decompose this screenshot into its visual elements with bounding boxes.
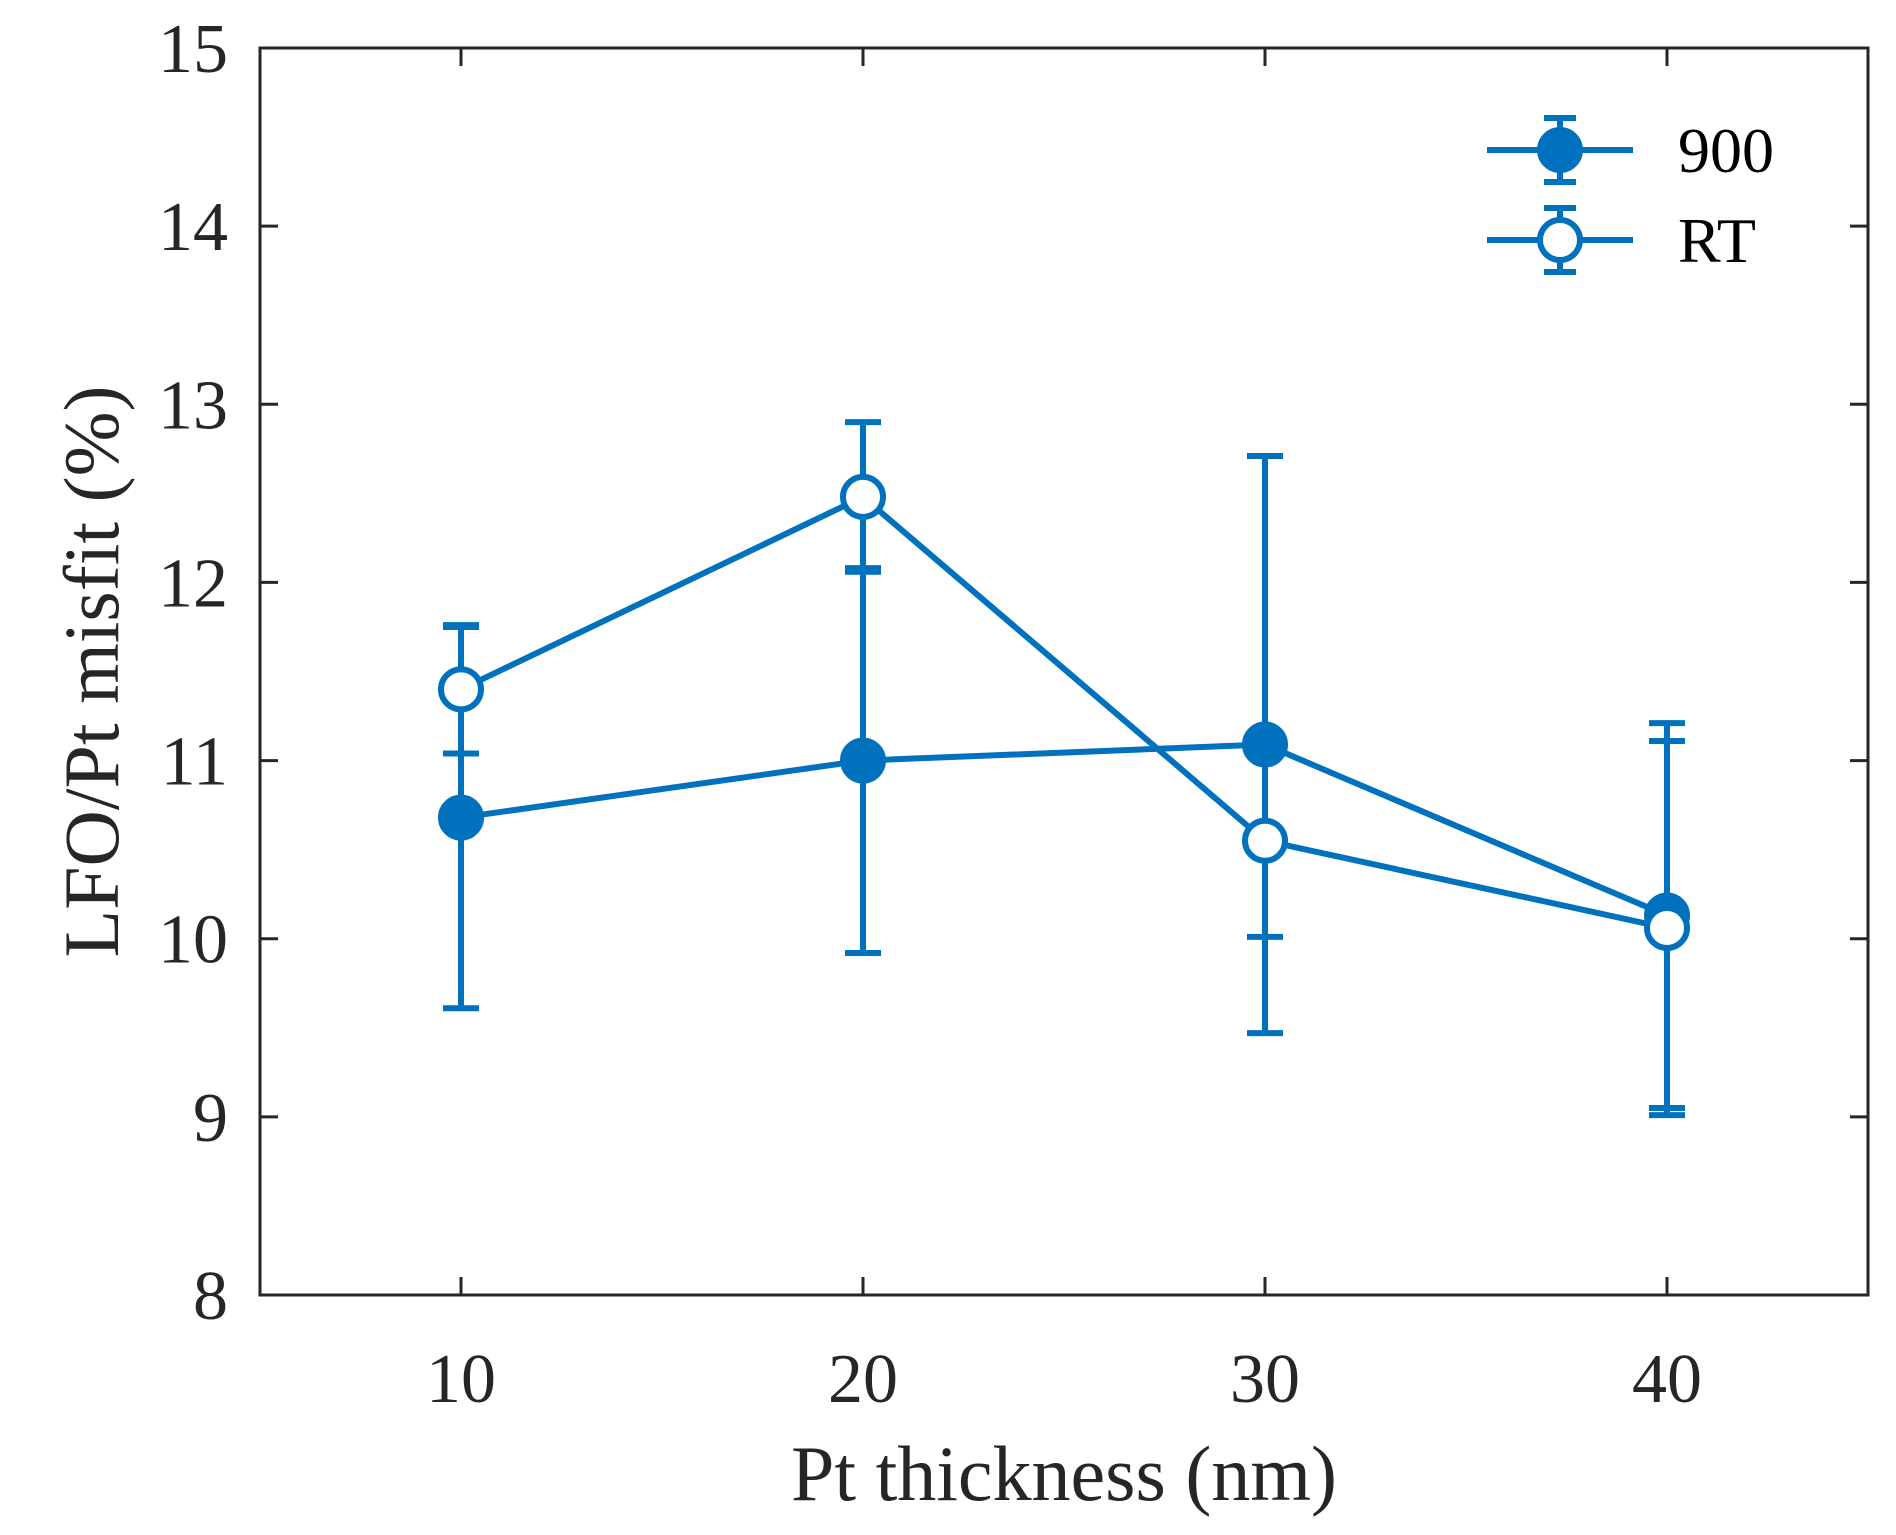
legend-marker-900 <box>1537 127 1583 173</box>
y-tick-label-12: 12 <box>158 545 228 622</box>
data-point-900-20 <box>840 737 886 784</box>
data-point-RT-30 <box>1242 817 1288 864</box>
y-tick-label-13: 13 <box>158 367 228 444</box>
tick-labels: 10 20 30 40 8 9 10 11 12 13 14 15 <box>158 11 1702 1418</box>
plot-frame <box>258 46 1870 1297</box>
y-tick-label-11: 11 <box>161 724 228 801</box>
legend-marker-RT <box>1537 217 1583 263</box>
series-RT <box>438 419 1690 1119</box>
y-tick-label-10: 10 <box>158 902 228 979</box>
y-tick-label-14: 14 <box>158 189 228 266</box>
legend-label-RT: RT <box>1678 205 1756 276</box>
y-tick-label-9: 9 <box>193 1080 228 1157</box>
data-point-900-10 <box>438 794 484 841</box>
x-tick-label-10: 10 <box>426 1341 496 1418</box>
y-tick-label-15: 15 <box>158 11 228 88</box>
legend-entry-900: 900 <box>1487 115 1774 186</box>
x-tick-label-40: 40 <box>1632 1341 1702 1418</box>
data-point-RT-10 <box>438 666 484 713</box>
legend-entry-RT: RT <box>1487 205 1756 276</box>
x-axis-title: Pt thickness (nm) <box>791 1430 1337 1517</box>
data-point-RT-40 <box>1644 905 1690 952</box>
x-tick-label-20: 20 <box>828 1341 898 1418</box>
x-tick-label-30: 30 <box>1230 1341 1300 1418</box>
series-layer <box>438 419 1690 1119</box>
series-line-RT <box>459 493 1668 931</box>
legend: 900 RT <box>1487 115 1774 276</box>
y-tick-label-8: 8 <box>193 1258 228 1335</box>
data-point-RT-20 <box>840 473 886 520</box>
series-line-900 <box>460 741 1669 919</box>
y-axis-title: LFO/Pt misfit (%) <box>48 385 135 957</box>
legend-label-900: 900 <box>1678 115 1774 186</box>
